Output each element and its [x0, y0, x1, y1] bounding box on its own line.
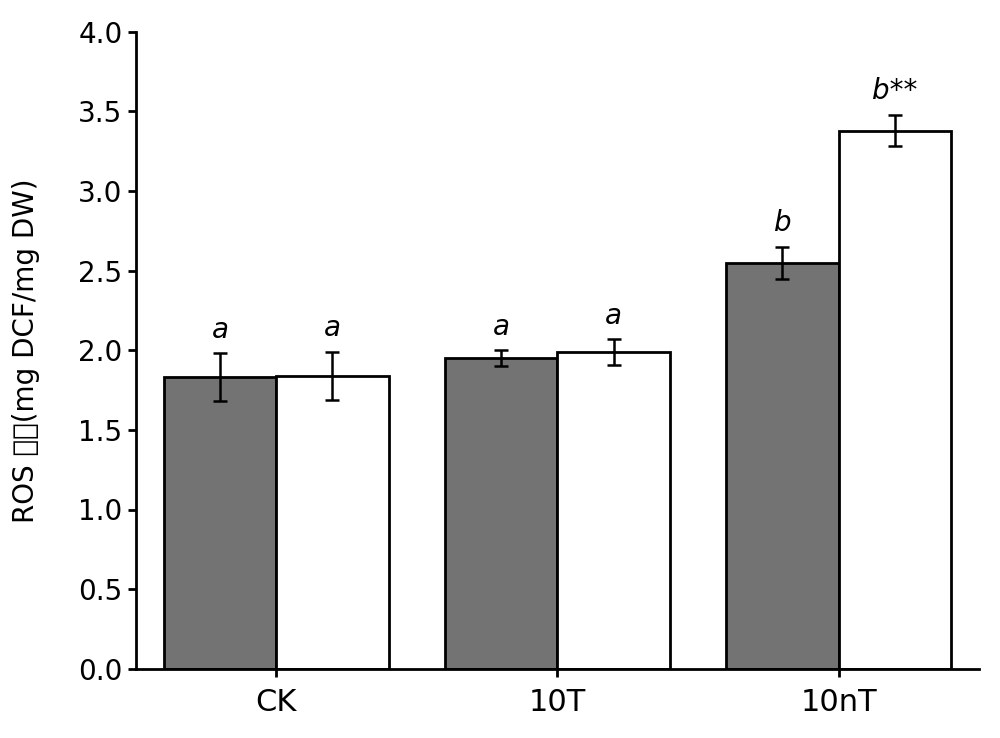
Text: b**: b**: [872, 77, 917, 105]
Bar: [164, 377, 276, 669]
Text: a: a: [324, 314, 341, 342]
Text: b: b: [774, 210, 791, 237]
Text: a: a: [605, 302, 622, 330]
Text: a: a: [493, 313, 510, 341]
Bar: [726, 263, 839, 669]
Text: a: a: [211, 316, 228, 344]
Bar: [839, 131, 951, 669]
Text: ROS 含量(mg DCF/mg DW): ROS 含量(mg DCF/mg DW): [12, 178, 40, 523]
Bar: [276, 376, 389, 669]
Bar: [445, 358, 557, 669]
Bar: [557, 352, 670, 669]
